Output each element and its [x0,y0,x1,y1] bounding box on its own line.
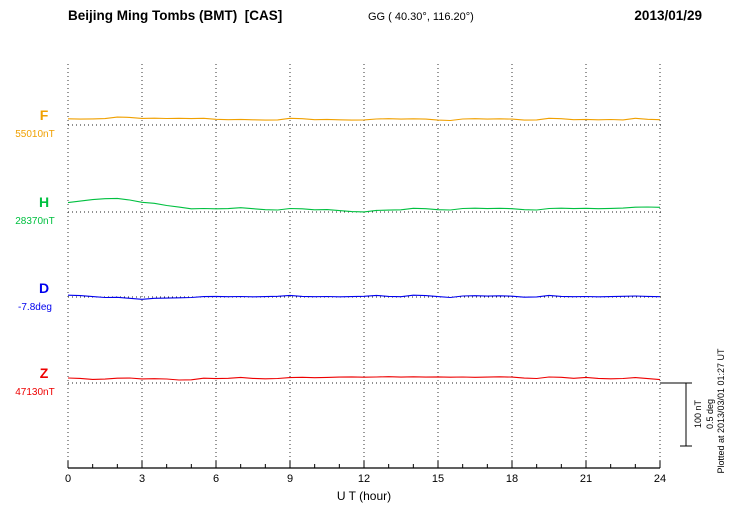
x-tick-label: 6 [212,473,220,485]
series-label-d: D [38,280,50,296]
series-label-h: H [38,194,50,210]
series-basevalue-f: 55010nT [15,129,55,140]
x-tick-label: 12 [357,473,371,485]
trace-d [67,294,661,300]
x-axis-label: U T (hour) [336,489,392,503]
series-basevalue-d: -7.8deg [18,302,52,313]
x-axis-tick-labels: 0 3 6 9 12 15 18 21 24 [0,473,730,489]
series-basevalue-h: 28370nT [15,216,55,227]
x-tick-label: 3 [138,473,146,485]
series-label-z: Z [39,365,49,381]
scale-bar-label-deg: 0.5 deg [705,398,715,430]
geographic-coordinates: GG ( 40.30°, 116.20°) [368,11,474,23]
trace-f [67,116,661,122]
series-basevalue-z: 47130nT [15,387,55,398]
x-tick-label: 21 [579,473,593,485]
trace-h [67,197,661,213]
x-tick-label: 24 [653,473,667,485]
scale-bar-label-nt: 100 nT [693,399,703,429]
series-label-f: F [39,107,49,123]
x-tick-label: 18 [505,473,519,485]
trace-z [67,376,661,381]
x-tick-label: 15 [431,473,445,485]
station-title: Beijing Ming Tombs (BMT) [CAS] [68,8,283,23]
x-tick-label: 9 [286,473,294,485]
plotted-at-note: Plotted at 2013/03/01 01:27 UT [716,348,726,474]
plot-date: 2013/01/29 [634,8,702,23]
x-tick-label: 0 [64,473,72,485]
